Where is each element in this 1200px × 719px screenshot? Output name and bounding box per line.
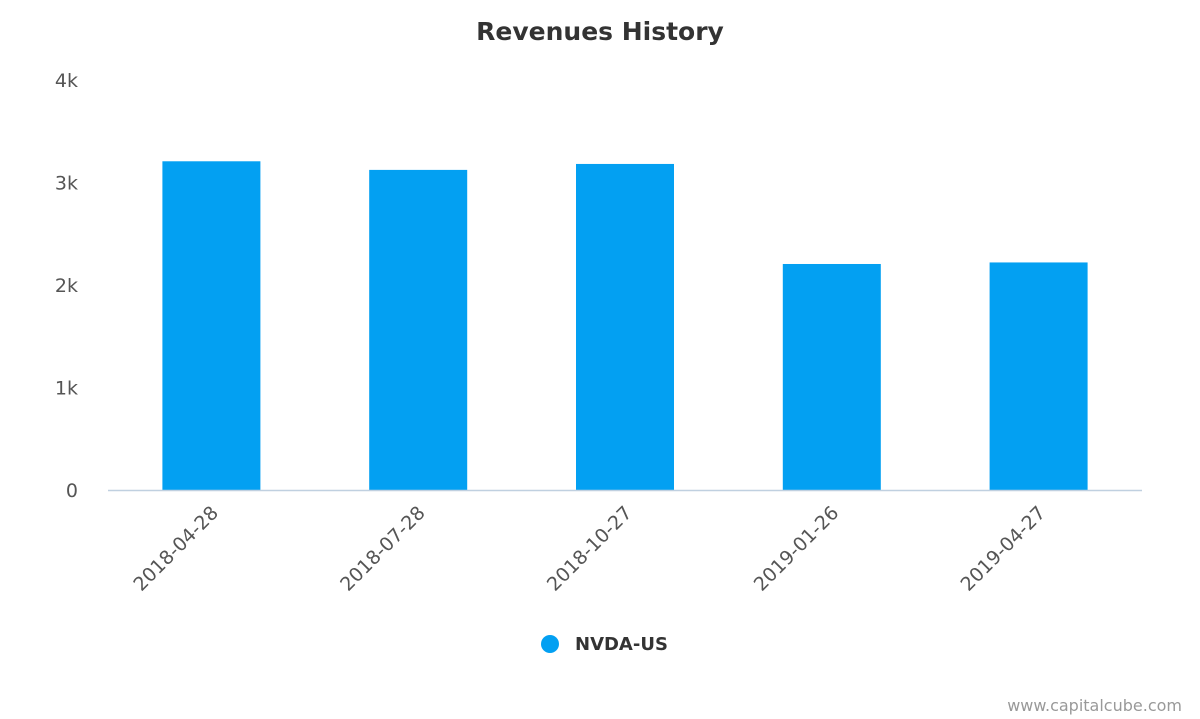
y-tick-label: 2k <box>55 275 78 297</box>
y-axis-ticks: 0 1k 2k 3k 4k <box>55 70 78 502</box>
x-tick-label: 2019-01-26 <box>750 502 844 596</box>
x-tick-label: 2018-10-27 <box>543 502 637 596</box>
bar[interactable] <box>989 262 1088 490</box>
bar[interactable] <box>576 163 674 490</box>
y-tick-label: 0 <box>66 480 78 502</box>
y-tick-label: 3k <box>55 173 78 195</box>
bar[interactable] <box>162 161 261 490</box>
x-tick-label: 2018-07-28 <box>336 502 430 596</box>
x-tick-label: 2018-04-28 <box>129 502 223 596</box>
legend[interactable]: NVDA-US <box>541 634 668 655</box>
legend-marker <box>541 635 559 653</box>
y-tick-label: 1k <box>55 378 78 400</box>
x-tick-label: 2019-04-27 <box>956 502 1050 596</box>
legend-label: NVDA-US <box>575 634 668 655</box>
bar[interactable] <box>369 169 468 490</box>
bar-series <box>162 161 1088 490</box>
credit-link[interactable]: www.capitalcube.com <box>1007 696 1182 715</box>
x-axis-ticks: 2018-04-28 2018-07-28 2018-10-27 2019-01-26… <box>129 502 1050 596</box>
chart-title: Revenues History <box>476 17 724 46</box>
bar[interactable] <box>782 263 881 490</box>
y-tick-label: 4k <box>55 70 78 92</box>
